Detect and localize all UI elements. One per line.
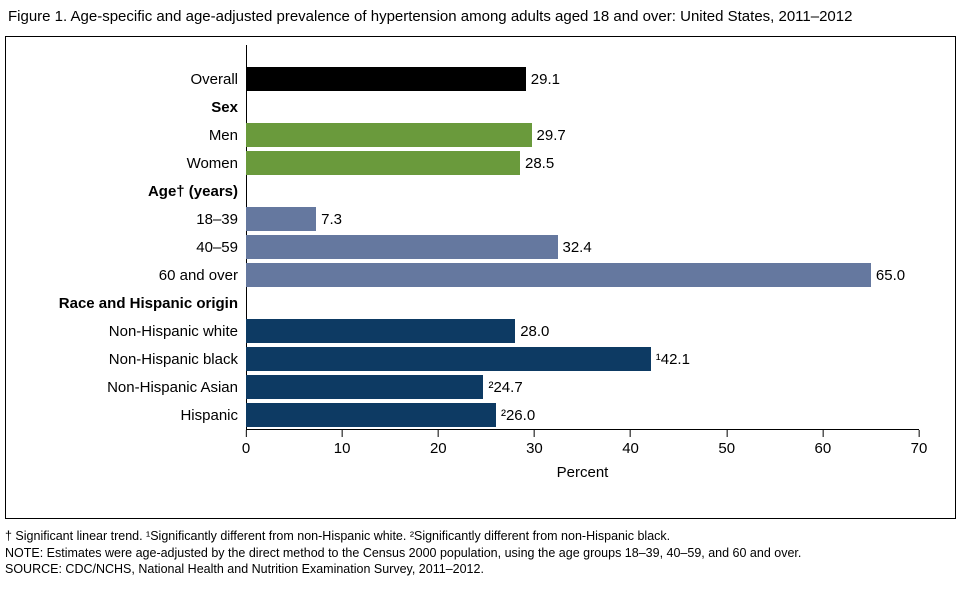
- figure-title: Figure 1. Age-specific and age-adjusted …: [8, 8, 853, 25]
- value-label: 65.0: [875, 266, 906, 284]
- bar-track: 29.7: [246, 123, 919, 148]
- x-tick: 30: [526, 430, 543, 457]
- tick-mark: [630, 430, 632, 438]
- x-tick: 0: [242, 430, 250, 457]
- category-label: Women: [186, 154, 238, 172]
- bar-track: [246, 291, 919, 315]
- footnote-significance: † Significant linear trend. ¹Significant…: [5, 529, 671, 544]
- bar-track: 65.0: [246, 263, 919, 288]
- tick-label: 50: [718, 440, 736, 458]
- bar-track: 28.0: [246, 319, 919, 344]
- bar: [246, 263, 871, 288]
- value-label: ²26.0: [500, 406, 536, 424]
- bar: [246, 207, 317, 232]
- tick-mark: [437, 430, 439, 438]
- bar-track: 32.4: [246, 235, 919, 260]
- bar-row: Women 28.5: [6, 149, 919, 177]
- group-header-row: Sex: [6, 93, 919, 121]
- footnote-source: SOURCE: CDC/NCHS, National Health and Nu…: [5, 562, 484, 577]
- x-axis-title: Percent: [556, 464, 609, 482]
- x-axis-line: 0 10 20 30 40 50 60 70 Percent: [242, 429, 927, 491]
- category-label: Overall: [190, 70, 238, 88]
- group-header-label: Race and Hispanic origin: [58, 294, 238, 312]
- bar-rows: Overall 29.1 Sex Men 29.7 Women 28.5 Age† (year…: [6, 45, 919, 431]
- bar-track: ¹42.1: [246, 347, 919, 372]
- bar-row: Non-Hispanic white 28.0: [6, 317, 919, 345]
- value-label: 28.5: [525, 154, 555, 172]
- tick-mark: [533, 430, 535, 438]
- plot-area: Overall 29.1 Sex Men 29.7 Women 28.5 Age† (year…: [6, 45, 927, 491]
- chart-frame: Overall 29.1 Sex Men 29.7 Women 28.5 Age† (year…: [5, 36, 956, 520]
- value-label: 29.1: [530, 70, 560, 88]
- value-label: 29.7: [536, 126, 566, 144]
- x-tick: 20: [430, 430, 447, 457]
- bar: [246, 123, 532, 148]
- value-label: ¹42.1: [655, 350, 690, 368]
- bar: [246, 151, 520, 176]
- bar-track: [246, 179, 919, 203]
- category-label: Non-Hispanic Asian: [107, 378, 238, 396]
- bar: [246, 319, 516, 344]
- bar: [246, 67, 526, 92]
- x-tick: 10: [333, 430, 351, 458]
- tick-mark: [341, 430, 343, 438]
- bar-row: Men 29.7: [6, 121, 919, 149]
- tick-mark: [822, 430, 824, 438]
- group-header-row: Race and Hispanic origin: [6, 289, 919, 317]
- bar-row: 40–59 32.4: [6, 233, 919, 261]
- bar-track: 28.5: [246, 151, 919, 176]
- bar-track: 7.3: [246, 207, 919, 232]
- category-label: Men: [208, 126, 238, 144]
- tick-label: 40: [622, 440, 639, 458]
- footnote-note: NOTE: Estimates were age-adjusted by the…: [5, 545, 802, 560]
- tick-mark: [918, 430, 920, 438]
- category-label: 60 and over: [158, 266, 238, 284]
- bar: [246, 375, 484, 400]
- bar-track: [246, 95, 919, 119]
- bar: [246, 403, 496, 428]
- value-label: 7.3: [321, 210, 343, 228]
- group-header-label: Age† (years): [147, 182, 238, 200]
- tick-label: 60: [814, 440, 832, 458]
- category-label: Non-Hispanic white: [108, 322, 238, 340]
- tick-label: 0: [241, 440, 251, 458]
- bar: [246, 347, 651, 372]
- group-header-label: Sex: [211, 98, 238, 116]
- category-label: 18–39: [196, 210, 238, 228]
- footnotes: † Significant linear trend. ¹Significant…: [5, 528, 954, 578]
- tick-label: 10: [333, 440, 351, 458]
- value-label: 32.4: [562, 238, 592, 256]
- tick-mark: [245, 430, 247, 438]
- bar-row: Overall 29.1: [6, 65, 919, 93]
- bar: [246, 235, 558, 260]
- value-label: 28.0: [520, 322, 550, 340]
- x-tick: 60: [814, 430, 832, 458]
- x-tick: 50: [718, 430, 735, 457]
- category-label: 40–59: [196, 238, 238, 256]
- tick-label: 30: [526, 440, 543, 458]
- bar-row: Non-Hispanic black ¹42.1: [6, 345, 919, 373]
- bar-track: ²26.0: [246, 403, 919, 428]
- bar-track: ²24.7: [246, 375, 919, 400]
- bar-row: 18–39 7.3: [6, 205, 919, 233]
- x-tick: 40: [622, 430, 639, 457]
- bar-row: 60 and over 65.0: [6, 261, 919, 289]
- category-label: Hispanic: [180, 406, 238, 424]
- tick-mark: [726, 430, 728, 438]
- tick-label: 70: [910, 440, 928, 458]
- x-tick: 70: [910, 430, 928, 458]
- value-label: ²24.7: [488, 378, 523, 396]
- category-label: Non-Hispanic black: [108, 350, 238, 368]
- tick-label: 20: [429, 440, 447, 458]
- bar-row: Non-Hispanic Asian ²24.7: [6, 373, 919, 401]
- group-header-row: Age† (years): [6, 177, 919, 205]
- bar-row: Hispanic ²26.0: [6, 401, 919, 429]
- bar-track: 29.1: [246, 67, 919, 92]
